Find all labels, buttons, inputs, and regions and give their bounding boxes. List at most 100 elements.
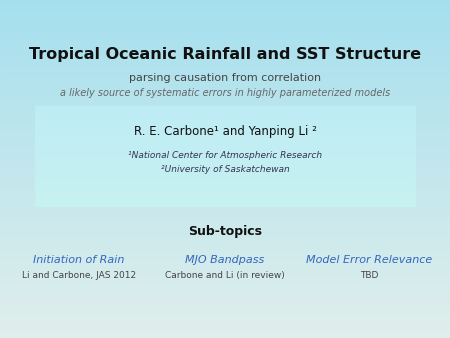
Bar — [35, 119, 415, 120]
Text: Carbone and Li (in review): Carbone and Li (in review) — [165, 271, 285, 280]
Bar — [35, 137, 415, 138]
Bar — [35, 197, 415, 199]
Bar — [0, 330, 450, 331]
Text: R. E. Carbone¹ and Yanping Li ²: R. E. Carbone¹ and Yanping Li ² — [134, 125, 316, 138]
Bar — [35, 200, 415, 201]
Bar — [0, 199, 450, 201]
Text: parsing causation from correlation: parsing causation from correlation — [129, 73, 321, 83]
Bar — [0, 301, 450, 303]
Bar — [35, 161, 415, 163]
Bar — [0, 159, 450, 161]
Bar — [35, 115, 415, 116]
Bar — [0, 287, 450, 289]
Bar — [0, 2, 450, 3]
Bar — [0, 150, 450, 152]
Bar — [0, 291, 450, 292]
Bar — [0, 272, 450, 274]
Bar — [35, 108, 415, 109]
Bar — [0, 161, 450, 162]
Bar — [35, 201, 415, 202]
Bar — [0, 186, 450, 188]
Bar — [35, 181, 415, 183]
Bar — [0, 331, 450, 333]
Bar — [0, 282, 450, 284]
Bar — [35, 117, 415, 118]
Bar — [0, 216, 450, 218]
Bar — [0, 110, 450, 112]
Bar — [0, 142, 450, 144]
Bar — [0, 3, 450, 5]
Bar — [35, 109, 415, 110]
Bar — [0, 113, 450, 115]
Bar — [0, 56, 450, 57]
Bar — [0, 188, 450, 189]
Bar — [0, 179, 450, 181]
Bar — [0, 267, 450, 269]
Text: Model Error Relevance: Model Error Relevance — [306, 255, 432, 265]
Bar — [0, 12, 450, 14]
Bar — [0, 333, 450, 335]
Bar — [35, 145, 415, 146]
Bar — [0, 106, 450, 108]
Bar — [0, 208, 450, 210]
Bar — [0, 15, 450, 17]
Bar — [0, 269, 450, 270]
Bar — [35, 152, 415, 154]
Bar — [0, 134, 450, 135]
Bar — [0, 96, 450, 98]
Bar — [0, 100, 450, 101]
Bar — [35, 155, 415, 156]
Bar — [0, 206, 450, 208]
Bar — [35, 135, 415, 136]
Bar — [35, 192, 415, 194]
Bar — [0, 24, 450, 25]
Bar — [0, 83, 450, 84]
Bar — [35, 106, 415, 108]
Bar — [0, 101, 450, 103]
Bar — [0, 279, 450, 281]
Bar — [35, 190, 415, 191]
Bar — [35, 195, 415, 196]
Bar — [0, 123, 450, 125]
Bar — [0, 248, 450, 250]
Bar — [0, 257, 450, 259]
Bar — [0, 137, 450, 139]
Bar — [0, 225, 450, 226]
Bar — [35, 125, 415, 126]
Bar — [0, 336, 450, 338]
Bar — [0, 35, 450, 37]
Bar — [0, 105, 450, 106]
Bar — [35, 174, 415, 175]
Bar — [0, 245, 450, 247]
Bar — [0, 149, 450, 150]
Bar — [0, 324, 450, 326]
Bar — [35, 118, 415, 119]
Bar — [35, 189, 415, 190]
Bar — [0, 171, 450, 172]
Bar — [35, 110, 415, 112]
Bar — [0, 289, 450, 291]
Bar — [0, 145, 450, 147]
Bar — [0, 0, 450, 2]
Text: Sub-topics: Sub-topics — [188, 225, 262, 238]
Bar — [0, 66, 450, 68]
Bar — [0, 52, 450, 54]
Bar — [0, 323, 450, 324]
Bar — [35, 159, 415, 160]
Bar — [0, 321, 450, 323]
Bar — [0, 213, 450, 215]
Bar — [0, 183, 450, 184]
Bar — [0, 29, 450, 30]
Bar — [35, 128, 415, 129]
Bar — [35, 129, 415, 130]
Bar — [0, 181, 450, 183]
Bar — [35, 151, 415, 152]
Bar — [0, 54, 450, 56]
Bar — [35, 171, 415, 172]
Bar — [0, 304, 450, 306]
Text: MJO Bandpass: MJO Bandpass — [185, 255, 265, 265]
Bar — [0, 90, 450, 91]
Bar — [0, 275, 450, 277]
Text: Li and Carbone, JAS 2012: Li and Carbone, JAS 2012 — [22, 271, 136, 280]
Bar — [35, 134, 415, 135]
